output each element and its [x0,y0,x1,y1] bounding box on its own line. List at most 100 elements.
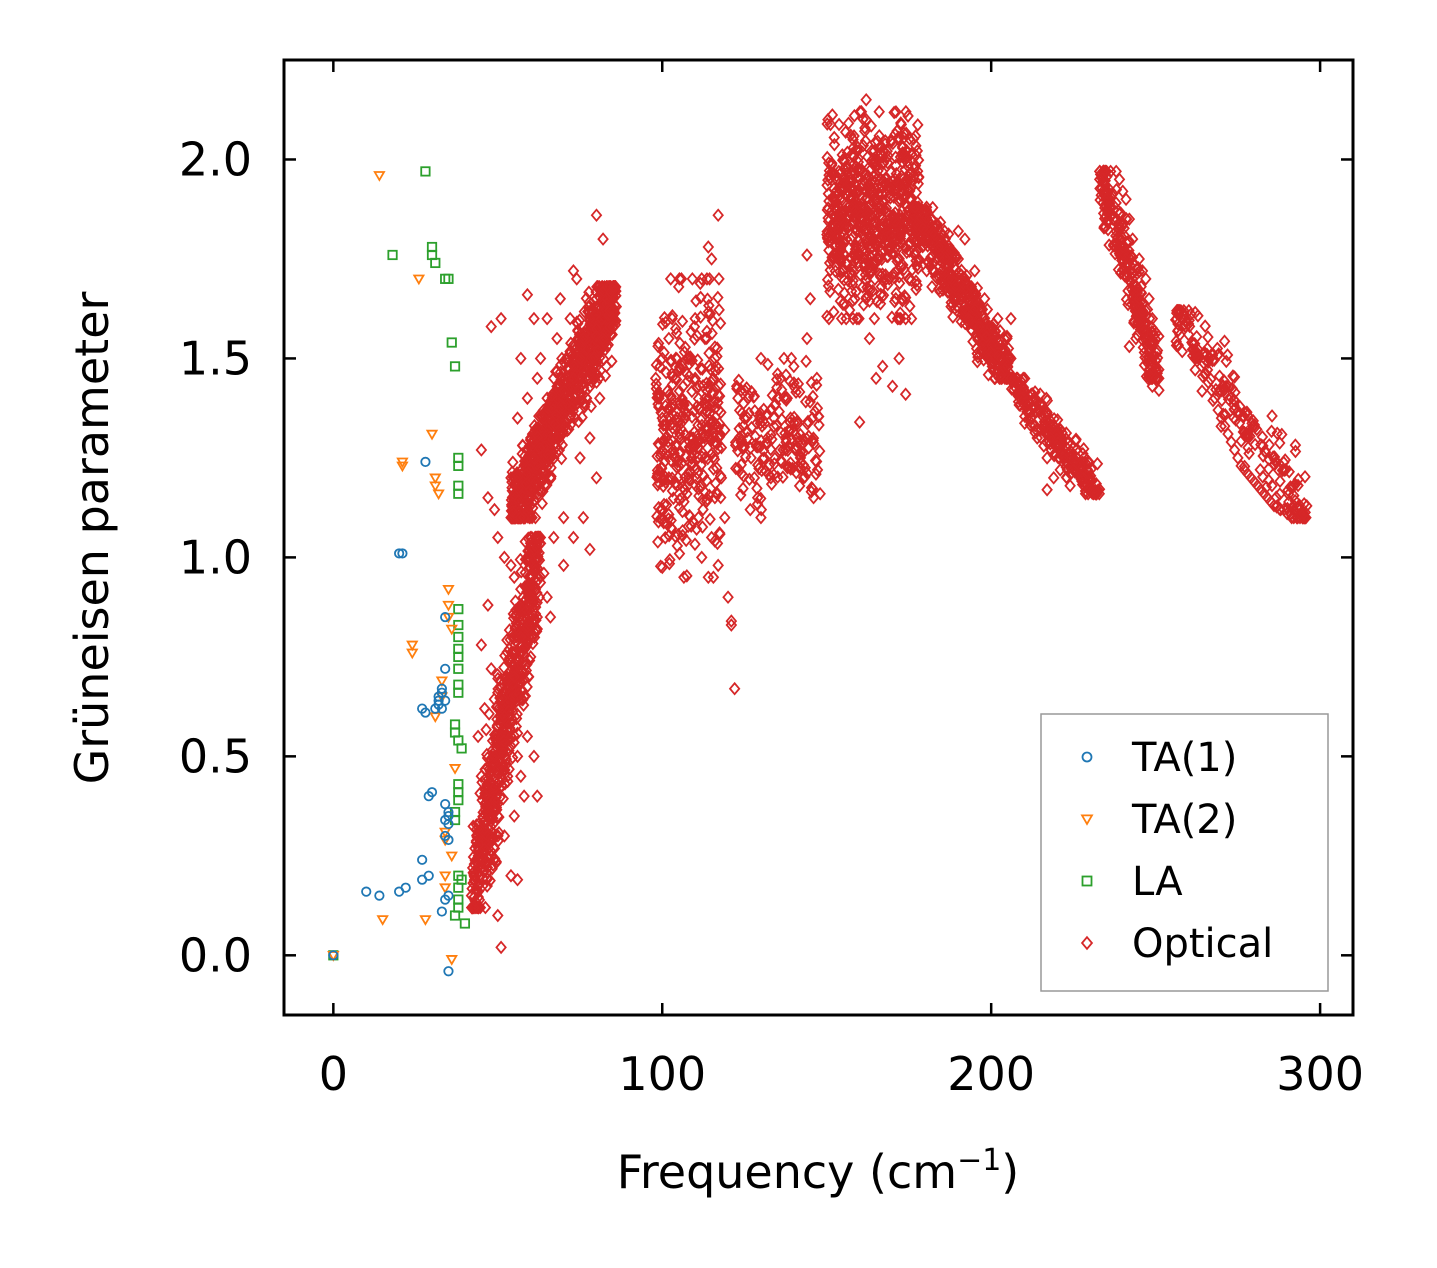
optical-point [1084,482,1096,497]
optical-point [468,900,480,915]
ta-2--point [419,915,432,926]
optical-point [654,359,666,374]
optical-point [653,386,665,401]
optical-point [703,272,716,286]
optical-point [500,757,513,772]
optical-point [696,520,709,534]
optical-point [512,469,525,483]
optical-point [790,442,803,457]
optical-point [703,488,716,503]
optical-point [485,830,497,844]
optical-point [534,575,547,590]
optical-point [894,311,907,326]
optical-point [893,351,905,366]
optical-point [475,443,488,457]
optical-point [564,418,577,432]
optical-point [866,183,878,198]
la-point [453,651,464,662]
optical-point [886,379,899,394]
optical-point [707,462,720,476]
optical-point [673,500,686,515]
optical-point [1248,474,1261,489]
optical-point [892,130,905,145]
optical-point [520,477,532,491]
optical-point [574,351,586,366]
optical-point [736,439,749,454]
optical-point [695,412,707,427]
optical-point [590,208,603,223]
optical-point [837,152,849,167]
optical-point [547,530,560,545]
optical-point [933,247,946,262]
optical-point [1273,436,1286,450]
optical-point [541,590,553,605]
optical-point [755,351,767,366]
optical-point [876,187,889,202]
optical-point [651,390,663,405]
y-tick-label: 1.5 [179,331,252,385]
optical-point [700,473,713,488]
legend-entry: Optical [1080,921,1273,967]
optical-point [705,417,717,432]
optical-point [653,391,665,406]
optical-point [761,431,774,445]
optical-point [520,467,533,482]
optical-point [1297,506,1310,521]
optical-point [705,423,718,438]
optical-point [652,500,665,515]
optical-point [511,749,524,764]
optical-point [542,447,554,462]
optical-point [525,576,538,591]
optical-point [651,386,664,401]
optical-point [674,336,686,351]
optical-point [475,638,488,652]
optical-point [868,311,881,326]
optical-point [521,287,534,302]
optical-point [664,552,676,567]
optical-point [665,354,677,369]
optical-point [506,504,519,519]
optical-point [793,460,805,475]
optical-point [1222,379,1235,394]
optical-point [1114,206,1127,220]
optical-point [1041,482,1053,497]
optical-point [773,443,786,457]
optical-point [699,451,711,465]
optical-point [826,156,838,171]
optical-point [712,431,724,445]
optical-point [888,105,900,120]
optical-point [870,371,882,386]
optical-point [841,160,854,174]
optical-point [855,237,867,252]
optical-point [1067,453,1080,468]
optical-point [1038,439,1050,453]
optical-point [495,311,507,326]
optical-point [489,780,501,794]
optical-point [665,453,677,468]
optical-point [528,630,541,645]
optical-point [576,372,589,387]
optical-point [893,192,906,206]
optical-point [945,243,958,258]
optical-point [697,502,709,517]
optical-point [1070,451,1083,465]
optical-point [478,789,491,803]
optical-point [534,441,546,455]
optical-point [722,590,734,605]
optical-point [702,304,715,319]
optical-point [556,401,568,415]
optical-point [861,232,873,247]
optical-point [501,633,513,647]
optical-point [481,865,493,880]
optical-point [1070,432,1082,447]
optical-point [920,205,933,219]
optical-point [1130,279,1142,294]
optical-point [744,502,757,517]
optical-point [506,510,519,525]
optical-point [606,354,618,369]
optical-point [882,213,895,227]
optical-point [524,548,537,563]
optical-point [488,749,501,764]
optical-point [1276,463,1289,478]
optical-point [831,229,843,244]
